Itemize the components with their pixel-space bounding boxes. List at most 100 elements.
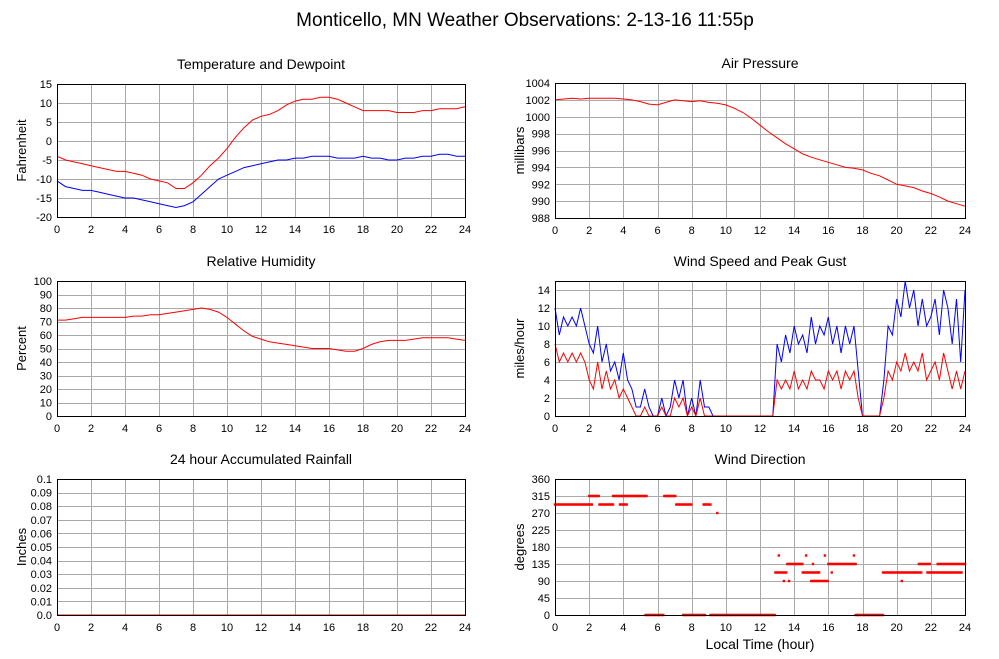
temp-x-tick-label: 22 — [425, 224, 437, 236]
direction-point — [836, 562, 840, 566]
direction-point — [933, 571, 936, 574]
direction-point — [583, 503, 587, 506]
direction-point — [603, 503, 607, 506]
direction-point — [635, 494, 639, 498]
direction-point — [940, 562, 943, 566]
direction-point — [794, 562, 797, 566]
direction-point — [854, 562, 857, 566]
direction-point — [787, 579, 791, 583]
direction-point — [622, 503, 626, 506]
direction-point — [943, 562, 946, 566]
direction-point — [948, 562, 952, 566]
pressure-x-tick-label: 20 — [891, 225, 903, 237]
direction-point — [605, 503, 608, 506]
direction-point — [575, 503, 579, 506]
wind-y-tick-label: 2 — [544, 393, 550, 405]
temp-x-tick-label: 0 — [54, 224, 60, 236]
pressure-chart-title: Air Pressure — [721, 55, 798, 71]
rain-x-tick-label: 6 — [156, 622, 162, 634]
humidity-x-tick-label: 8 — [190, 423, 196, 435]
direction-point — [808, 571, 811, 574]
direction-point — [556, 503, 559, 506]
direction-point — [589, 494, 592, 498]
direction-point — [902, 571, 905, 574]
direction-point — [617, 494, 620, 498]
direction-point — [706, 503, 709, 506]
direction-point — [924, 562, 927, 566]
direction-point — [788, 562, 792, 566]
direction-point — [838, 562, 841, 566]
wind-x-tick-label: 2 — [586, 423, 592, 435]
direction-point — [581, 503, 584, 506]
direction-point — [675, 503, 678, 506]
direction-point — [928, 562, 932, 566]
direction-point — [624, 494, 628, 498]
direction-point — [802, 571, 806, 574]
direction-point — [674, 494, 677, 498]
direction-point — [798, 562, 801, 566]
pressure-x-tick-label: 4 — [620, 225, 626, 237]
pressure-y-axis-label: millibars — [512, 126, 527, 174]
direction-point — [948, 571, 951, 574]
direction-point — [567, 503, 570, 506]
direction-point — [801, 571, 804, 574]
direction-point — [566, 503, 569, 506]
rain-y-tick-label: 0.1 — [37, 474, 52, 486]
rain-x-tick-label: 12 — [255, 622, 267, 634]
direction-point — [677, 503, 681, 506]
direction-point — [587, 503, 591, 506]
rain-y-tick-label: 0.0 — [37, 610, 52, 622]
direction-point — [943, 571, 947, 574]
rain-chart-title: 24 hour Accumulated Rainfall — [170, 451, 352, 467]
wind-x-tick-label: 8 — [689, 423, 695, 435]
direction-point — [832, 562, 835, 566]
humidity-x-tick-label: 10 — [221, 423, 233, 435]
wind-x-tick-label: 4 — [620, 423, 626, 435]
rain-y-tick-label: 0.06 — [31, 528, 52, 540]
direction-point — [900, 579, 903, 583]
pressure-x-tick-label: 14 — [788, 225, 800, 237]
direction-point — [709, 503, 712, 506]
direction-point — [815, 579, 818, 583]
direction-point — [778, 571, 781, 574]
pressure-x-tick-label: 0 — [552, 225, 558, 237]
direction-point — [680, 503, 683, 506]
direction-point — [609, 503, 612, 506]
direction-point — [620, 494, 623, 498]
temp-y-tick-label: -15 — [36, 193, 52, 205]
direction-point — [918, 571, 922, 574]
direction-y-tick-label: 315 — [532, 491, 550, 503]
direction-point — [928, 571, 932, 574]
direction-point — [594, 494, 598, 498]
direction-point — [820, 579, 824, 583]
rain-y-tick-label: 0.04 — [31, 556, 52, 568]
direction-point — [842, 562, 845, 566]
direction-point — [907, 571, 911, 574]
humidity-y-tick-label: 40 — [40, 357, 52, 369]
direction-point — [881, 571, 885, 574]
direction-point — [896, 571, 900, 574]
direction-point — [671, 494, 674, 498]
direction-point — [668, 494, 671, 498]
direction-point — [811, 579, 814, 583]
direction-point — [920, 562, 923, 566]
direction-point — [923, 562, 926, 566]
direction-point — [921, 562, 925, 566]
direction-point — [927, 571, 930, 574]
direction-point — [941, 571, 944, 574]
direction-point — [883, 571, 886, 574]
humidity-y-tick-label: 30 — [40, 371, 52, 383]
direction-point — [606, 503, 609, 506]
direction-point — [620, 503, 623, 506]
direction-point — [946, 571, 950, 574]
direction-x-tick-label: 4 — [620, 622, 626, 634]
direction-point — [828, 562, 831, 566]
direction-point — [894, 571, 897, 574]
direction-point — [937, 571, 940, 574]
direction-point — [905, 571, 908, 574]
direction-point — [574, 503, 577, 506]
